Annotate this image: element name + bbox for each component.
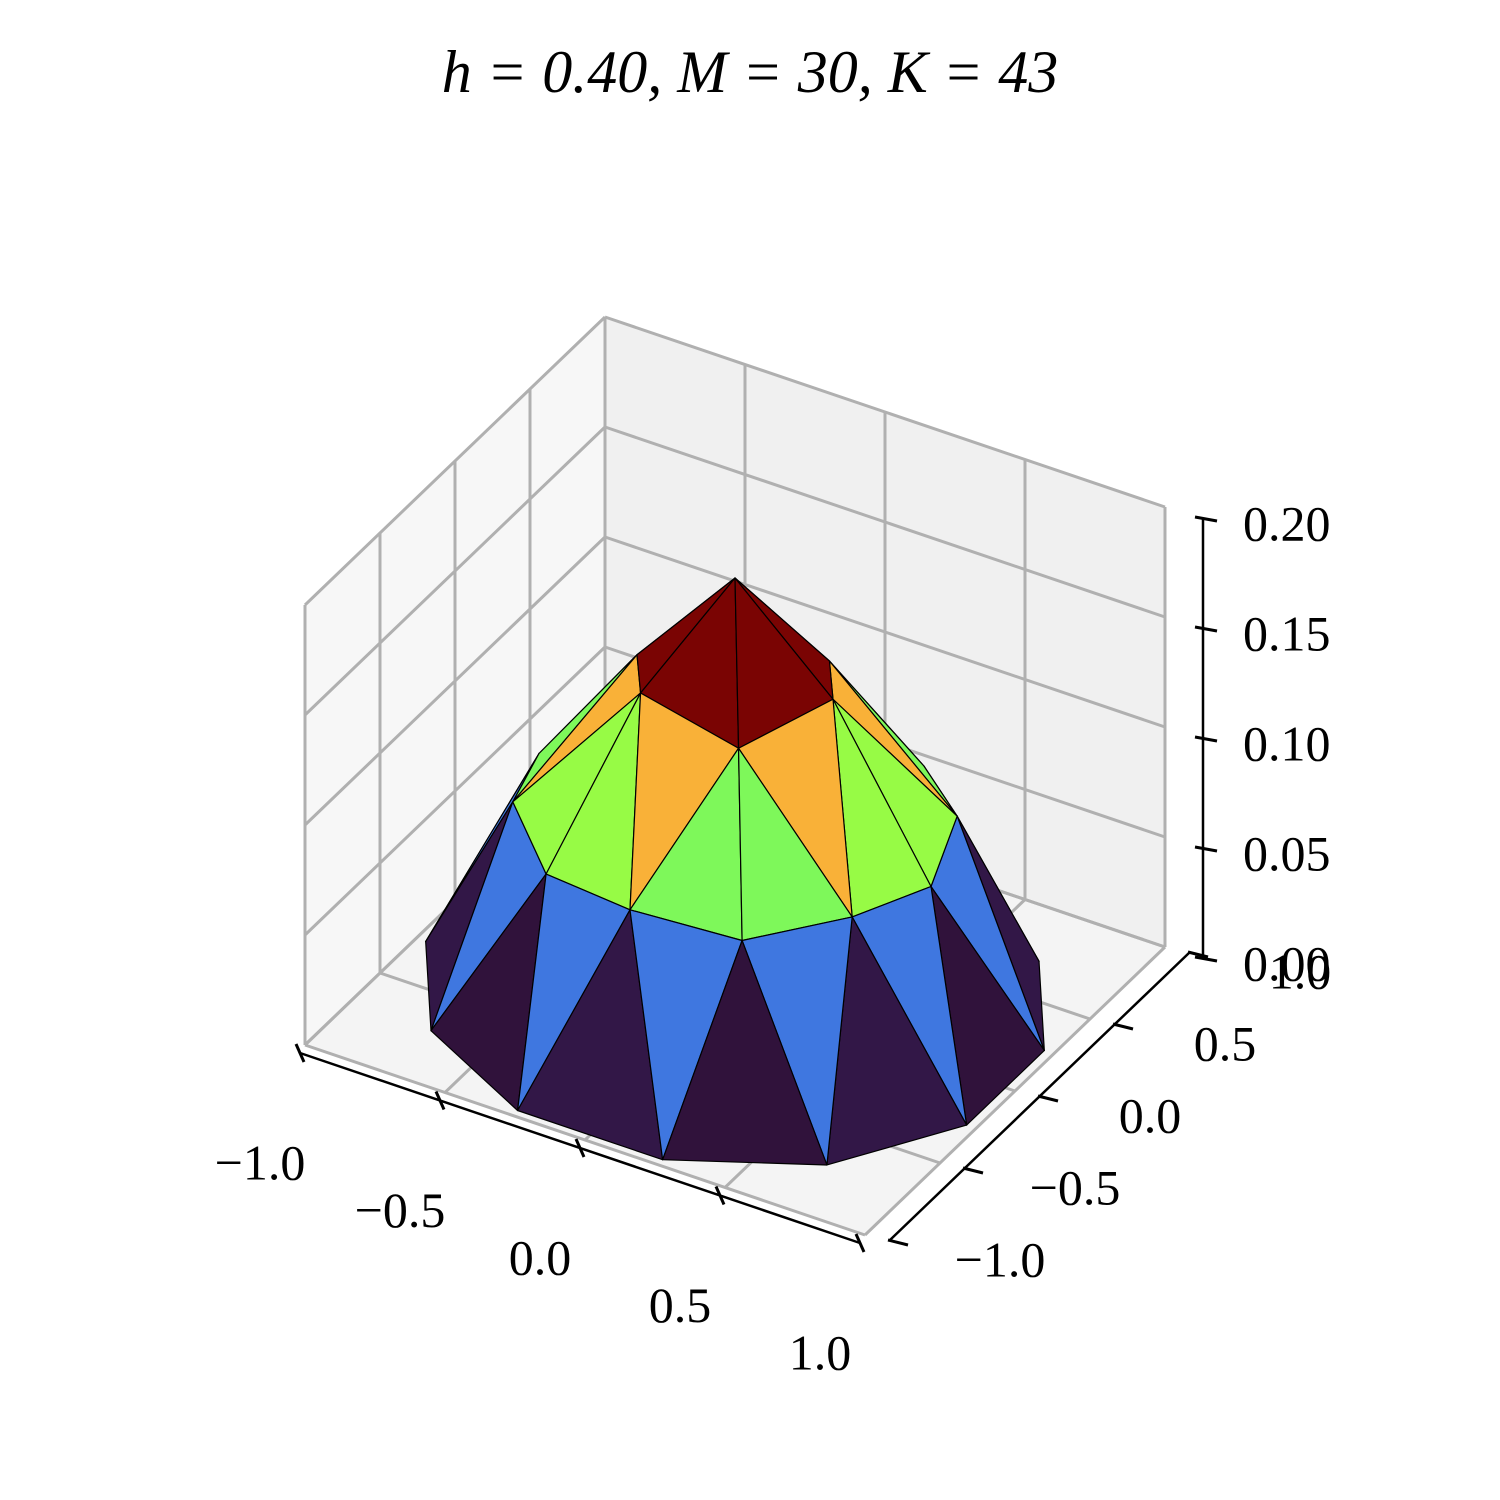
grid-line — [303, 425, 607, 717]
grid-line — [303, 645, 607, 937]
z-tick-label: 0.05 — [1243, 825, 1331, 881]
y-tick-label: 0.5 — [1194, 1015, 1257, 1071]
tick-mark — [574, 1138, 586, 1158]
grid-line — [604, 315, 1166, 509]
x-tick-label: −1.0 — [215, 1134, 306, 1190]
tick-mark — [1194, 735, 1218, 743]
tick-mark — [714, 1185, 726, 1206]
tick-mark — [1194, 845, 1218, 853]
surface-face — [662, 939, 828, 1166]
tick-mark — [294, 1043, 306, 1063]
x-tick-label: 0.5 — [649, 1277, 712, 1333]
z-tick-label: 0.00 — [1243, 935, 1331, 991]
y-tick-label: 1.0 — [1269, 943, 1332, 999]
z-tick-label: 0.15 — [1243, 605, 1331, 661]
chart-title: h = 0.40, M = 30, K = 43 — [442, 39, 1058, 105]
y-tick-label: −1.0 — [955, 1231, 1046, 1287]
grid-line — [604, 535, 1166, 729]
tick-mark — [1037, 1094, 1059, 1103]
x-tick-label: −0.5 — [355, 1182, 446, 1238]
z-tick-label: 0.20 — [1243, 495, 1331, 551]
grid-line — [303, 535, 607, 827]
z-tick-label: 0.10 — [1243, 715, 1331, 771]
tick-mark — [1194, 955, 1218, 963]
tick-mark — [1112, 1022, 1134, 1031]
tick-mark — [1194, 625, 1218, 633]
tick-mark — [854, 1233, 866, 1253]
tick-mark — [962, 1166, 984, 1175]
y-tick-label: −0.5 — [1030, 1159, 1121, 1215]
x-tick-label: 0.0 — [509, 1229, 572, 1285]
grid-line — [303, 315, 607, 607]
tick-mark — [1187, 950, 1209, 959]
x-tick-label: 1.0 — [789, 1324, 852, 1380]
tick-mark — [1194, 515, 1218, 523]
tick-mark — [887, 1238, 909, 1247]
grid-line — [604, 425, 1166, 619]
tick-mark — [434, 1090, 446, 1111]
grid-line — [304, 1043, 866, 1237]
y-tick-label: 0.0 — [1119, 1087, 1182, 1143]
